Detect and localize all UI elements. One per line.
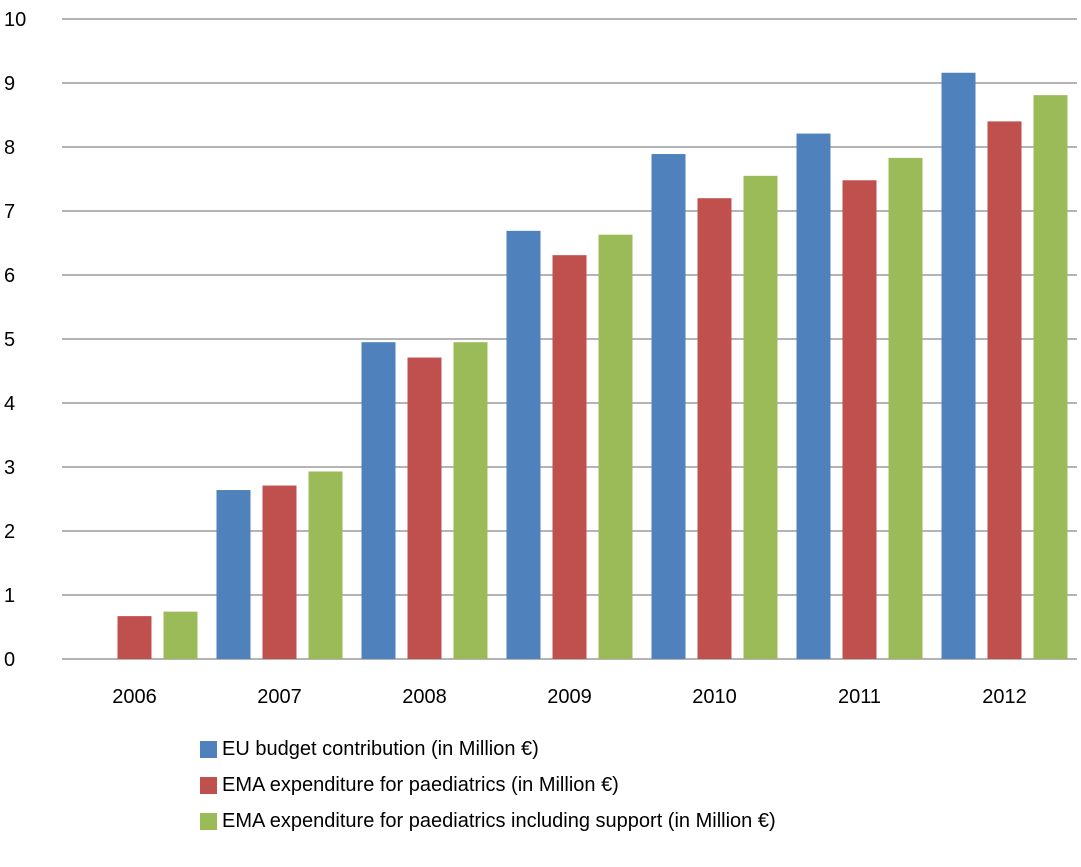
y-tick-label: 4 — [4, 393, 15, 415]
bar-2012-series-2 — [987, 121, 1022, 659]
bar-2012-series-3 — [1033, 95, 1068, 659]
bar-2007-series-1 — [216, 490, 251, 659]
y-tick-label: 10 — [4, 9, 26, 31]
legend: EU budget contribution (in Million €) EMA… — [200, 736, 1070, 844]
y-tick-label: 3 — [4, 457, 15, 479]
y-tick-label: 9 — [4, 73, 15, 95]
bar-2007-series-3 — [308, 471, 343, 659]
bar-2009-series-2 — [552, 255, 587, 659]
legend-item: EU budget contribution (in Million €) — [200, 736, 1070, 762]
y-tick-label: 1 — [4, 585, 15, 607]
legend-item: EMA expenditure for paediatrics (in Mill… — [200, 772, 1070, 798]
x-category-label: 2007 — [257, 686, 302, 708]
x-category-label: 2008 — [402, 686, 447, 708]
bar-2008-series-3 — [453, 342, 488, 659]
bar-2011-series-2 — [842, 180, 877, 659]
y-tick-label: 6 — [4, 265, 15, 287]
y-tick-label: 2 — [4, 521, 15, 543]
y-tick-label: 0 — [4, 649, 15, 671]
legend-swatch — [200, 812, 217, 830]
bar-2006-series-2 — [117, 616, 152, 659]
bar-2007-series-2 — [262, 485, 297, 659]
bar-2010-series-3 — [743, 175, 778, 660]
y-axis-tick-labels: 0 1 2 3 4 5 6 7 8 9 10 — [4, 9, 26, 671]
y-tick-label: 8 — [4, 137, 15, 159]
x-category-label: 2010 — [692, 686, 737, 708]
legend-label: EMA expenditure for paediatrics includin… — [222, 809, 776, 832]
bar-chart: 0 1 2 3 4 5 6 7 8 9 10 2006 2007 2008 2009 2010 2011 201… — [4, 9, 1077, 708]
x-axis-category-labels: 2006 2007 2008 2009 2010 2011 2012 — [112, 686, 1027, 708]
bar-2008-series-2 — [407, 357, 442, 659]
y-tick-label: 5 — [4, 329, 15, 351]
legend-swatch — [200, 776, 217, 794]
x-category-label: 2006 — [112, 686, 157, 708]
bar-2008-series-1 — [361, 342, 396, 659]
x-category-label: 2009 — [547, 686, 592, 708]
bar-2012-series-1 — [941, 72, 976, 659]
y-tick-label: 7 — [4, 201, 15, 223]
bar-2011-series-3 — [888, 157, 923, 659]
bar-2009-series-3 — [598, 234, 633, 659]
bar-2011-series-1 — [796, 133, 831, 659]
bar-2006-series-3 — [163, 611, 198, 659]
bar-2010-series-2 — [697, 198, 732, 659]
legend-label: EU budget contribution (in Million €) — [222, 737, 539, 760]
legend-label: EMA expenditure for paediatrics (in Mill… — [222, 773, 619, 796]
bar-2010-series-1 — [651, 154, 686, 660]
legend-swatch — [200, 740, 217, 758]
legend-item: EMA expenditure for paediatrics includin… — [200, 808, 1070, 834]
bar-2009-series-1 — [506, 230, 541, 659]
bars — [117, 72, 1068, 660]
x-category-label: 2012 — [982, 686, 1027, 708]
x-category-label: 2011 — [838, 686, 881, 708]
